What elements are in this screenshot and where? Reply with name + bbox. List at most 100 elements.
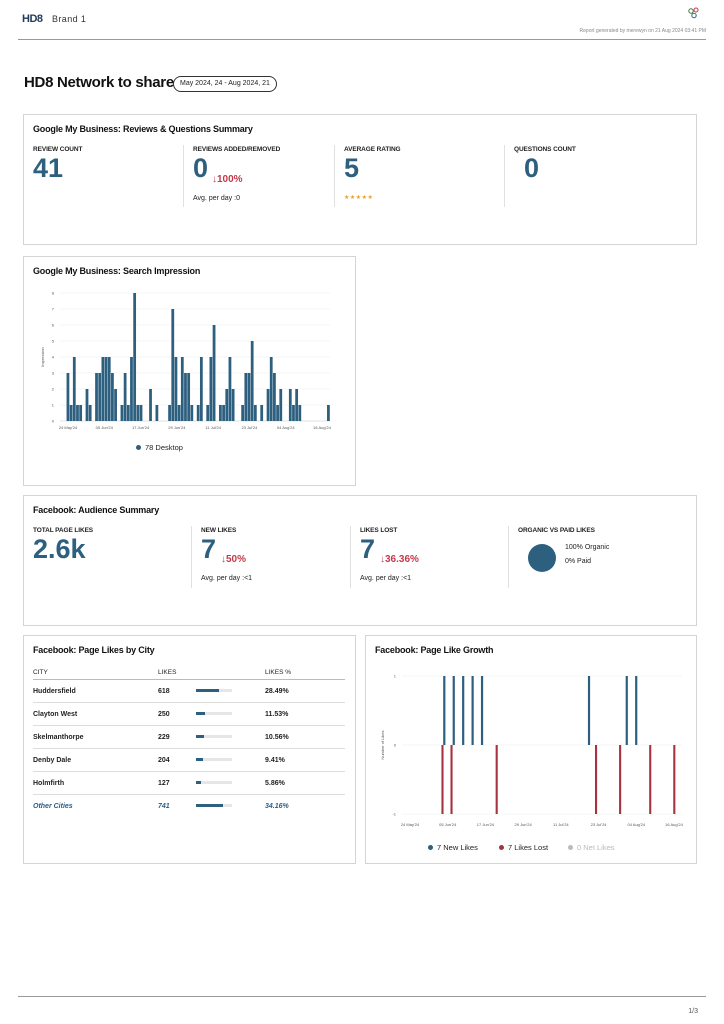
bar [69, 405, 73, 421]
table-row[interactable]: Skelmanthorpe 229 10.56% [33, 725, 345, 749]
bar [187, 373, 191, 421]
bar [619, 745, 622, 814]
y-tick-label: 0 [394, 743, 397, 748]
likes-bar [196, 735, 232, 739]
kpi-value: 0 [524, 153, 540, 183]
bar [174, 357, 178, 421]
kpi-change: ↓36.36% [380, 554, 419, 565]
card-title: Facebook: Audience Summary [33, 505, 160, 515]
divider [183, 145, 184, 207]
organic-text: 100% Organic [565, 544, 610, 551]
bar [587, 676, 591, 745]
likes-bar-fill [196, 735, 204, 739]
bar [123, 373, 127, 421]
star-rating-icon: ★★★★★ [344, 195, 374, 201]
bar [298, 405, 302, 421]
likes-bar-fill [196, 712, 205, 716]
bar [266, 389, 270, 421]
card-title: Facebook: Page Likes by City [33, 645, 155, 655]
likes-bar-fill [196, 804, 223, 808]
divider [508, 526, 509, 588]
table-header-row: CITY LIKES LIKES % [33, 666, 345, 680]
table-row[interactable]: Huddersfield 618 28.49% [33, 679, 345, 703]
bar [136, 405, 140, 421]
legend-dot-icon [136, 445, 141, 450]
city-cell: Skelmanthorpe [33, 725, 158, 749]
bar [260, 405, 264, 421]
table-row[interactable]: Holmfirth 127 5.86% [33, 771, 345, 795]
city-cell: Other Cities [33, 802, 73, 810]
page-like-growth-chart: -1 0 1 Number of Likes 24 May'24 05 Jun'24 17 … [380, 674, 684, 828]
kpi-avg: Avg. per day :0 [193, 195, 240, 202]
legend-dot-icon [499, 845, 504, 850]
legend-label: 7 New Likes [437, 843, 478, 852]
bar [241, 405, 245, 421]
bar [88, 405, 92, 421]
city-cell: Holmfirth [33, 771, 158, 795]
likes-bar [196, 689, 232, 693]
bar [120, 405, 124, 421]
bar [231, 389, 235, 421]
x-tick-label: 11 Jul'24 [205, 425, 221, 430]
average-rating-kpi: AVERAGE RATING 5 ★★★★★ [344, 146, 484, 206]
bar [107, 357, 111, 421]
likes-cell: 127 [158, 771, 265, 795]
likes-value: 250 [158, 710, 170, 718]
bar [244, 373, 248, 421]
kpi-value: 5 [344, 153, 360, 183]
legend-label: 0 Net Likes [577, 843, 615, 852]
bar [114, 389, 117, 421]
fb-city-card: Facebook: Page Likes by City CITY LIKES … [23, 635, 356, 864]
app-icon[interactable] [688, 7, 700, 19]
city-cell: Denby Dale [33, 748, 158, 772]
report-generated-text: Report generated by merewyn on 21 Aug 20… [579, 28, 706, 34]
bar [594, 745, 598, 814]
x-tick-label: 29 Jun'24 [515, 822, 533, 827]
table-row-other-cities[interactable]: Other Cities 741 34.16% [33, 795, 345, 818]
bar [480, 676, 484, 745]
bar [276, 405, 279, 421]
chart-legend-new[interactable]: 7 New Likes [428, 843, 478, 852]
bar [253, 405, 257, 421]
bar [288, 389, 292, 421]
bar [269, 357, 273, 421]
divider [191, 526, 192, 588]
chart-legend[interactable]: 78 Desktop [136, 443, 183, 452]
likes-bar-fill [196, 781, 201, 785]
column-header-city: CITY [33, 666, 158, 680]
kpi-value: 7 [201, 534, 217, 564]
bar [171, 309, 175, 421]
likes-value: 741 [158, 802, 170, 810]
bar [228, 357, 232, 421]
card-title: Google My Business: Reviews & Questions … [33, 124, 253, 134]
likes-value: 204 [158, 756, 170, 764]
y-tick-label: 4 [52, 355, 55, 360]
legend-dot-icon [428, 845, 433, 850]
x-tick-label: 11 Jul'24 [553, 822, 569, 827]
report-header: HD8 Brand 1 Report generated by merewyn … [18, 0, 706, 40]
y-axis-label: Impression [40, 347, 45, 367]
bar [139, 405, 143, 421]
x-tick-label: 24 May'24 [59, 425, 78, 430]
x-tick-label: 23 Jul'24 [591, 822, 608, 827]
brand-name: Brand 1 [52, 14, 87, 24]
pct-cell: 34.16% [265, 802, 289, 810]
bar [206, 405, 210, 421]
chart-legend-net[interactable]: 0 Net Likes [568, 843, 615, 852]
table-row[interactable]: Clayton West 250 11.53% [33, 702, 345, 726]
chart-legend-lost[interactable]: 7 Likes Lost [499, 843, 548, 852]
likes-value: 618 [158, 687, 170, 695]
y-tick-label: -1 [392, 812, 396, 817]
footer-divider [18, 996, 706, 997]
table-row[interactable]: Denby Dale 204 9.41% [33, 748, 345, 772]
kpi-value: 2.6k [33, 534, 86, 564]
city-cell: Clayton West [33, 702, 158, 726]
bar [225, 389, 229, 421]
bar [155, 405, 159, 421]
kpi-label: TOTAL PAGE LIKES [33, 527, 94, 534]
pct-cell: 28.49% [265, 679, 345, 703]
date-range-pill[interactable]: May 2024, 24 - Aug 2024, 21 [173, 76, 277, 92]
bar [209, 357, 213, 421]
gmb-search-card: Google My Business: Search Impression 0 1… [23, 256, 356, 486]
organic-vs-paid-kpi: ORGANIC VS PAID LIKES 100% Organic 0% Pa… [518, 527, 688, 587]
